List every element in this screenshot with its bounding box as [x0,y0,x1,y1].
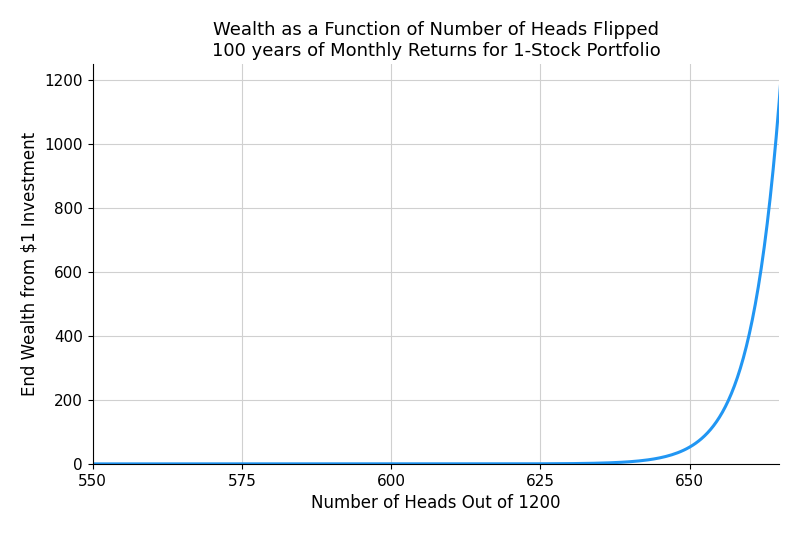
X-axis label: Number of Heads Out of 1200: Number of Heads Out of 1200 [311,494,561,512]
Title: Wealth as a Function of Number of Heads Flipped
100 years of Monthly Returns for: Wealth as a Function of Number of Heads … [211,21,660,60]
Y-axis label: End Wealth from $1 Investment: End Wealth from $1 Investment [21,132,39,396]
